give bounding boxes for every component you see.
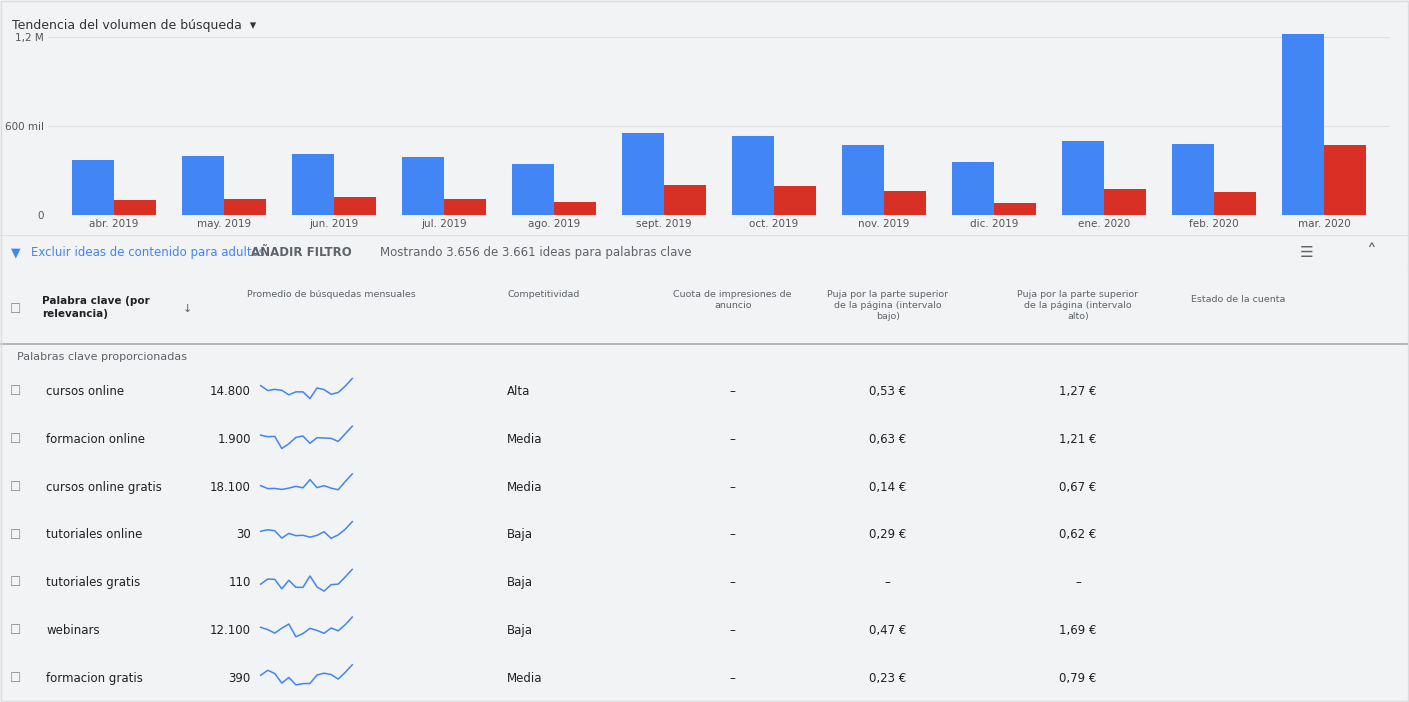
Text: Baja: Baja [507, 529, 533, 541]
Text: Palabras clave proporcionadas: Palabras clave proporcionadas [17, 352, 187, 362]
Text: –: – [885, 576, 890, 589]
Text: –: – [730, 576, 735, 589]
Bar [1324, 145, 1365, 215]
Bar [883, 191, 926, 215]
Text: Promedio de búsquedas mensuales: Promedio de búsquedas mensuales [247, 290, 416, 299]
Text: –: – [730, 529, 735, 541]
Text: 14.800: 14.800 [210, 385, 251, 398]
Text: 0,67 €: 0,67 € [1060, 481, 1096, 494]
Text: 18.100: 18.100 [210, 481, 251, 494]
Text: Mostrando 3.656 de 3.661 ideas para palabras clave: Mostrando 3.656 de 3.661 ideas para pala… [380, 246, 692, 259]
Text: Palabra clave (por
relevancia): Palabra clave (por relevancia) [42, 296, 149, 319]
Bar [623, 133, 664, 215]
Bar [292, 154, 334, 215]
Text: ☐: ☐ [10, 624, 21, 637]
Text: 12.100: 12.100 [210, 624, 251, 637]
Text: formacion online: formacion online [46, 433, 145, 446]
Bar [733, 136, 774, 215]
Bar [774, 186, 816, 215]
Text: 0,62 €: 0,62 € [1060, 529, 1096, 541]
Text: Alta: Alta [507, 385, 531, 398]
Text: Competitividad: Competitividad [507, 290, 579, 299]
Text: Cuota de impresiones de
anuncio: Cuota de impresiones de anuncio [674, 290, 792, 310]
Text: Estado de la cuenta: Estado de la cuenta [1191, 295, 1285, 304]
Text: Puja por la parte superior
de la página (intervalo
alto): Puja por la parte superior de la página … [1017, 290, 1138, 321]
Bar [664, 185, 706, 215]
Bar [993, 204, 1036, 215]
Text: 1.900: 1.900 [217, 433, 251, 446]
Bar [952, 161, 993, 215]
Text: 110: 110 [228, 576, 251, 589]
Text: –: – [1075, 576, 1081, 589]
Text: Media: Media [507, 481, 542, 494]
Text: 390: 390 [228, 672, 251, 684]
Bar [1215, 192, 1255, 215]
Text: ☰: ☰ [1299, 245, 1313, 260]
Text: 0,23 €: 0,23 € [869, 672, 906, 684]
Text: Media: Media [507, 672, 542, 684]
Text: ☐: ☐ [10, 481, 21, 494]
Text: ☐: ☐ [10, 385, 21, 398]
Text: tutoriales online: tutoriales online [46, 529, 142, 541]
Bar [1105, 190, 1146, 215]
Text: ☐: ☐ [10, 529, 21, 541]
Bar [444, 199, 486, 215]
Bar [1282, 34, 1324, 215]
Text: Tendencia del volumen de búsqueda  ▾: Tendencia del volumen de búsqueda ▾ [13, 18, 256, 32]
Bar [334, 197, 376, 215]
Text: Puja por la parte superior
de la página (intervalo
bajo): Puja por la parte superior de la página … [827, 290, 948, 321]
Text: formacion gratis: formacion gratis [46, 672, 144, 684]
Bar [554, 202, 596, 215]
Text: 0,79 €: 0,79 € [1060, 672, 1096, 684]
Bar [513, 164, 554, 215]
Text: Excluir ideas de contenido para adultos: Excluir ideas de contenido para adultos [31, 246, 265, 259]
Text: Media: Media [507, 433, 542, 446]
Bar [72, 160, 114, 215]
Bar [1062, 140, 1105, 215]
Text: 30: 30 [237, 529, 251, 541]
Text: 0,63 €: 0,63 € [869, 433, 906, 446]
Text: Baja: Baja [507, 576, 533, 589]
Text: ☐: ☐ [10, 433, 21, 446]
Text: –: – [730, 481, 735, 494]
Text: 1,27 €: 1,27 € [1060, 385, 1096, 398]
Text: –: – [730, 433, 735, 446]
Text: ˄: ˄ [1367, 243, 1375, 262]
Bar [843, 145, 883, 215]
Bar [182, 156, 224, 215]
Text: 0,53 €: 0,53 € [869, 385, 906, 398]
Text: 0,14 €: 0,14 € [869, 481, 906, 494]
Text: ☐: ☐ [10, 303, 21, 316]
Text: webinars: webinars [46, 624, 100, 637]
Text: 1,21 €: 1,21 € [1060, 433, 1096, 446]
Text: ☐: ☐ [10, 576, 21, 589]
Text: cursos online gratis: cursos online gratis [46, 481, 162, 494]
Bar [224, 199, 266, 215]
Text: 0,47 €: 0,47 € [869, 624, 906, 637]
Text: tutoriales gratis: tutoriales gratis [46, 576, 141, 589]
Text: AÑADIR FILTRO: AÑADIR FILTRO [251, 246, 352, 259]
Text: –: – [730, 385, 735, 398]
Text: –: – [730, 672, 735, 684]
Bar [114, 200, 156, 215]
Text: ↓: ↓ [183, 304, 193, 314]
Text: ☐: ☐ [10, 672, 21, 684]
Text: 0,29 €: 0,29 € [869, 529, 906, 541]
Text: –: – [730, 624, 735, 637]
Bar [402, 157, 444, 215]
Text: ▼: ▼ [11, 246, 21, 259]
Bar [1172, 145, 1215, 215]
Text: Baja: Baja [507, 624, 533, 637]
Text: 1,69 €: 1,69 € [1060, 624, 1096, 637]
Text: cursos online: cursos online [46, 385, 124, 398]
